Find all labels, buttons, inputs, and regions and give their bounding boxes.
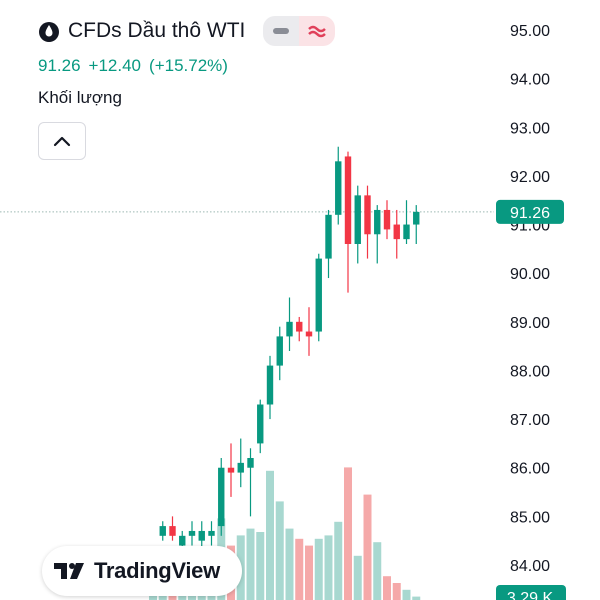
tradingview-mark-icon — [54, 563, 84, 579]
candle-body — [198, 530, 205, 541]
volume-bar — [149, 593, 157, 600]
volume-tag — [496, 585, 566, 600]
volume-indicator-label[interactable]: Khối lượng — [38, 88, 122, 107]
volume-tag-label: 3.29 K — [507, 590, 554, 600]
tradingview-logo[interactable]: TradingView — [42, 546, 242, 596]
candle-body — [403, 224, 410, 240]
volume-bar — [334, 521, 343, 600]
volume-bar — [353, 555, 362, 600]
volume-bar — [285, 528, 294, 600]
candle-body — [383, 209, 391, 230]
volume-bar — [295, 538, 304, 600]
candle-body — [218, 467, 225, 527]
candle-body — [179, 535, 186, 546]
candle-body — [208, 530, 215, 536]
chevron-up-icon — [53, 136, 71, 147]
candle-body — [237, 462, 244, 473]
symbol-title[interactable]: CFDs Dầu thô WTI — [68, 19, 246, 42]
candle-body — [276, 336, 283, 366]
volume-bar — [373, 542, 382, 600]
candle-body — [296, 321, 303, 332]
volume-bar — [266, 470, 274, 600]
candle-body — [286, 321, 293, 337]
volume-bar — [314, 538, 323, 600]
collapse-button[interactable] — [38, 122, 86, 160]
candle-body — [159, 526, 166, 536]
y-axis-tick-label: 95.00 — [510, 23, 550, 40]
volume-bar — [275, 501, 284, 600]
candle-body — [188, 530, 196, 536]
volume-bar — [383, 576, 391, 600]
price-summary: 91.26 +12.40 (+15.72%) — [38, 56, 228, 76]
y-axis-tick-label: 84.00 — [510, 558, 550, 575]
candle-body — [344, 156, 352, 244]
chart-mode-toggle[interactable] — [263, 16, 336, 46]
y-axis-tick-label: 88.00 — [510, 363, 550, 380]
symbol-header: CFDs Dầu thô WTI — [38, 14, 336, 48]
candle-body — [227, 467, 235, 473]
candle-body — [325, 214, 332, 259]
candle-body — [315, 258, 322, 332]
y-axis-tick-label: 94.00 — [510, 72, 550, 89]
volume-bar — [158, 593, 167, 600]
last-price: 91.26 — [38, 56, 81, 75]
volume-bar — [324, 535, 333, 600]
wave-icon[interactable] — [299, 16, 336, 46]
y-axis-tick-label: 92.00 — [510, 169, 550, 186]
candle-body — [393, 224, 400, 240]
volume-bar — [392, 583, 401, 600]
volume-bar — [363, 494, 372, 600]
volume-bar — [402, 589, 411, 600]
tradingview-logo-text: TradingView — [94, 558, 220, 583]
candle-body — [364, 195, 371, 235]
y-axis-tick-label: 90.00 — [510, 266, 550, 283]
candle-body — [354, 195, 361, 244]
volume-bar — [412, 596, 421, 600]
candle-body — [335, 161, 342, 215]
last-price-tag-label: 91.26 — [510, 205, 550, 222]
y-axis-tick-label: 93.00 — [510, 120, 550, 137]
y-axis-tick-label: 86.00 — [510, 461, 550, 478]
price-change: +12.40 — [88, 56, 142, 75]
candle-body — [257, 404, 264, 444]
candle-body — [413, 211, 420, 225]
volume-bar — [246, 528, 255, 600]
y-axis-tick-label: 89.00 — [510, 315, 550, 332]
volume-bar — [305, 545, 313, 600]
candle-body — [169, 526, 176, 536]
y-axis-tick-label: 85.00 — [510, 509, 550, 526]
candle-body — [305, 331, 313, 337]
volume-bar — [344, 467, 352, 600]
candle-body — [374, 209, 381, 235]
candle-body — [266, 365, 274, 405]
candle-body — [247, 458, 254, 468]
oil-drop-icon — [39, 22, 59, 42]
price-change-pct: (+15.72%) — [149, 56, 228, 75]
last-price-tag — [496, 199, 564, 224]
volume-bar — [256, 532, 265, 600]
minus-icon[interactable] — [263, 16, 300, 46]
y-axis-tick-label: 87.00 — [510, 412, 550, 429]
